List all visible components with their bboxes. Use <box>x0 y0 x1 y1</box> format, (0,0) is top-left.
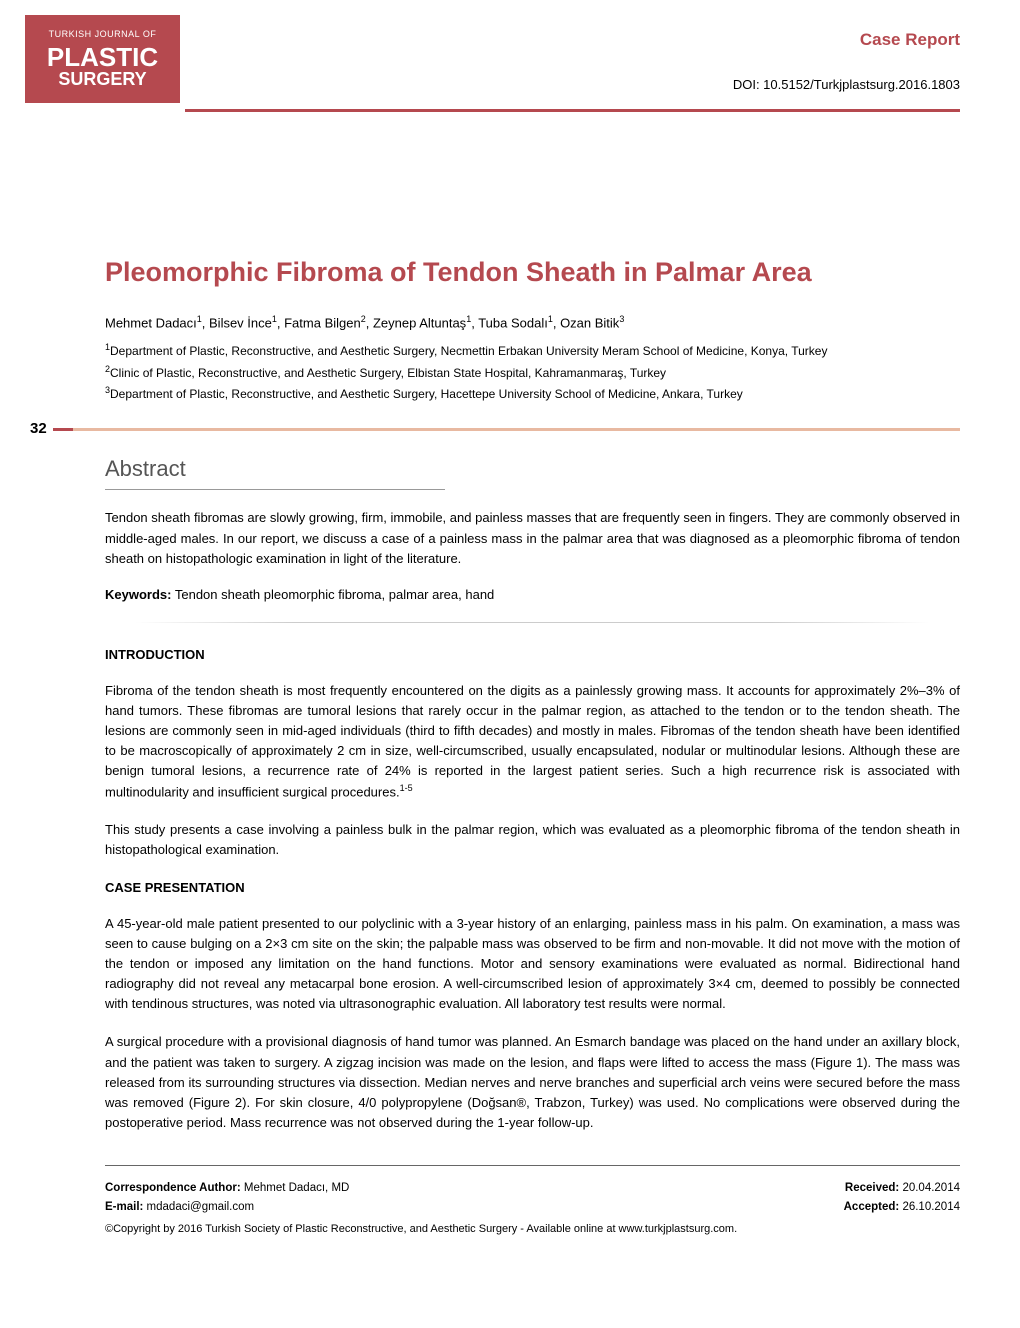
email: mdadaci@gmail.com <box>147 1201 255 1213</box>
header-right: Case Report DOI: 10.5152/Turkjplastsurg.… <box>180 15 960 102</box>
article-title: Pleomorphic Fibroma of Tendon Sheath in … <box>105 252 960 293</box>
corr-label: Correspondence Author: <box>105 1182 241 1194</box>
accepted-date: 26.10.2014 <box>902 1201 960 1213</box>
journal-logo: TURKISH JOURNAL OF PLASTIC SURGERY <box>25 15 180 103</box>
article-category: Case Report <box>180 27 960 53</box>
intro-heading: INTRODUCTION <box>105 645 960 665</box>
doi: DOI: 10.5152/Turkjplastsurg.2016.1803 <box>180 75 960 95</box>
page-number: 32 <box>30 418 47 441</box>
received-date: 20.04.2014 <box>902 1182 960 1194</box>
abstract-heading: Abstract <box>105 452 960 485</box>
accepted-label: Accepted: <box>844 1201 900 1213</box>
email-line: E-mail: mdadaci@gmail.com <box>105 1199 760 1216</box>
keywords: Keywords: Tendon sheath pleomorphic fibr… <box>105 585 960 605</box>
abstract-underline <box>105 489 445 490</box>
case-heading: CASE PRESENTATION <box>105 878 960 898</box>
logo-line3: SURGERY <box>58 70 146 90</box>
intro-para1: Fibroma of the tendon sheath is most fre… <box>105 681 960 802</box>
correspondence: Correspondence Author: Mehmet Dadacı, MD <box>105 1180 760 1197</box>
body-divider <box>135 622 930 623</box>
page-dash <box>53 428 73 431</box>
case-para1: A 45-year-old male patient presented to … <box>105 914 960 1015</box>
main-content: Pleomorphic Fibroma of Tendon Sheath in … <box>0 112 1020 1133</box>
footer-divider <box>105 1165 960 1166</box>
authors: Mehmet Dadacı1, Bilsev İnce1, Fatma Bilg… <box>105 313 960 333</box>
keywords-label: Keywords: <box>105 587 171 602</box>
received-label: Received: <box>845 1182 899 1194</box>
corr-author: Mehmet Dadacı, MD <box>244 1182 349 1194</box>
header-row: TURKISH JOURNAL OF PLASTIC SURGERY Case … <box>0 0 1020 103</box>
logo-line1: TURKISH JOURNAL OF <box>49 28 157 42</box>
footer-right: Received: 20.04.2014 Accepted: 26.10.201… <box>760 1180 960 1237</box>
accepted: Accepted: 26.10.2014 <box>760 1199 960 1216</box>
page-rule <box>73 428 960 431</box>
copyright: ©Copyright by 2016 Turkish Society of Pl… <box>105 1221 760 1238</box>
case-para2: A surgical procedure with a provisional … <box>105 1032 960 1133</box>
page-indicator: 32 <box>30 418 960 441</box>
keywords-text: Tendon sheath pleomorphic fibroma, palma… <box>175 587 494 602</box>
footer: Correspondence Author: Mehmet Dadacı, MD… <box>0 1180 1020 1257</box>
received: Received: 20.04.2014 <box>760 1180 960 1197</box>
email-label: E-mail: <box>105 1201 143 1213</box>
footer-left: Correspondence Author: Mehmet Dadacı, MD… <box>105 1180 760 1237</box>
intro-para2: This study presents a case involving a p… <box>105 820 960 860</box>
logo-line2: PLASTIC <box>47 44 158 70</box>
affiliations: 1Department of Plastic, Reconstructive, … <box>105 340 960 404</box>
abstract-text: Tendon sheath fibromas are slowly growin… <box>105 508 960 568</box>
